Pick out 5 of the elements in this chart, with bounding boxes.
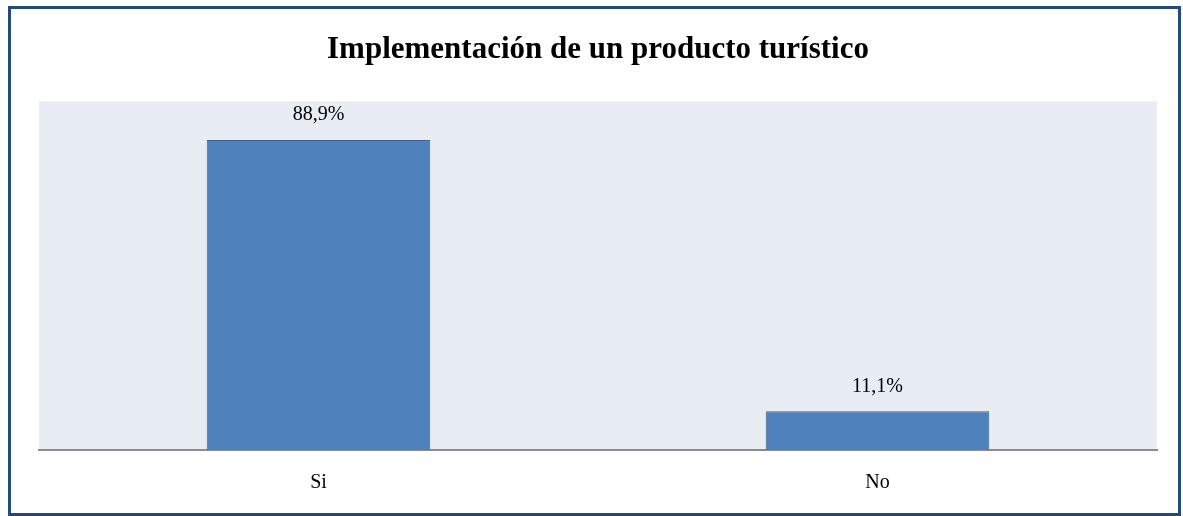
- x-tick-label: No: [865, 470, 890, 493]
- data-label: 11,1%: [852, 373, 903, 396]
- chart-title: Implementación de un producto turístico: [327, 29, 869, 65]
- x-tick-label: Si: [310, 470, 328, 493]
- data-label: 88,9%: [292, 102, 345, 125]
